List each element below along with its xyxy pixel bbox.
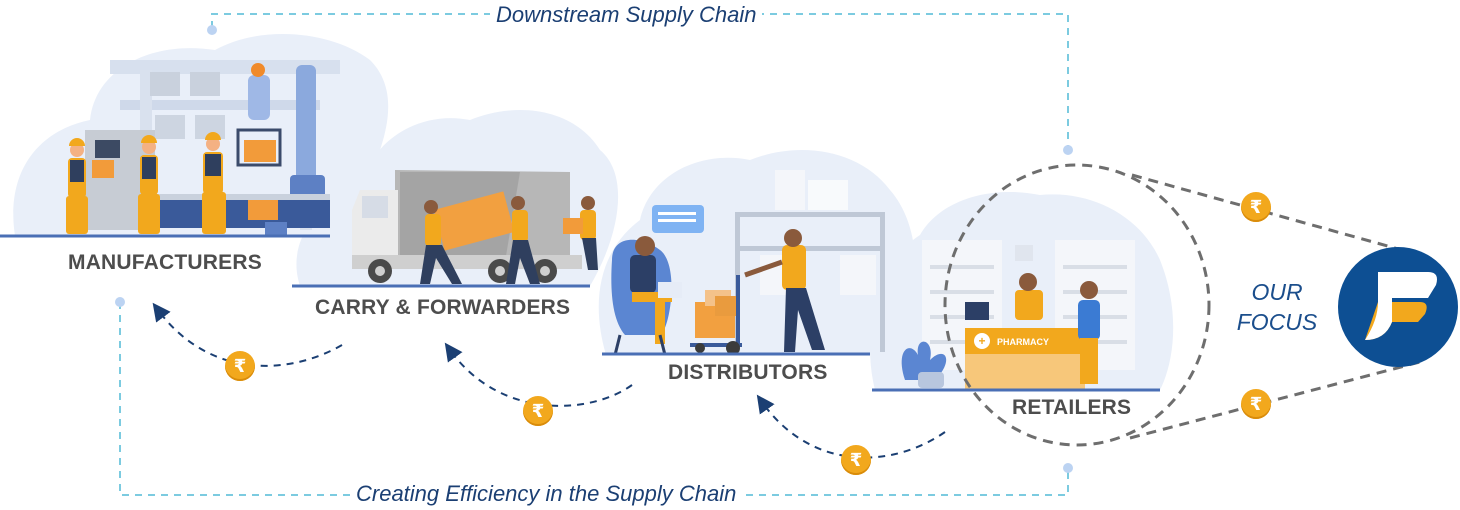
- company-logo-icon: [1338, 247, 1458, 367]
- pharmacy-sign: PHARMACY: [997, 337, 1049, 347]
- rupee-coin-icon: ₹: [225, 351, 255, 381]
- warehouse-illustration: [602, 170, 885, 356]
- our-focus-line2: FOCUS: [1236, 309, 1318, 335]
- downstream-title: Downstream Supply Chain: [490, 2, 763, 28]
- carry-forwarders-label: CARRY & FORWARDERS: [315, 296, 571, 319]
- manufacturers-label: MANUFACTURERS: [68, 251, 262, 274]
- svg-text:+: +: [978, 334, 985, 348]
- efficiency-title: Creating Efficiency in the Supply Chain: [350, 481, 743, 507]
- rupee-coin-icon: ₹: [1241, 389, 1271, 419]
- distributors-label: DISTRIBUTORS: [668, 361, 828, 384]
- focus-highlight: [943, 163, 1421, 447]
- our-focus-label: OUR FOCUS: [1232, 277, 1322, 337]
- factory-illustration: [0, 60, 340, 238]
- rupee-coin-icon: ₹: [1241, 192, 1271, 222]
- retailers-label: RETAILERS: [1012, 396, 1132, 419]
- our-focus-line1: OUR: [1251, 279, 1303, 305]
- rupee-coin-icon: ₹: [523, 396, 553, 426]
- pharmacy-illustration: + PHARMACY: [872, 240, 1160, 392]
- rupee-coin-icon: ₹: [841, 445, 871, 475]
- loop-dots: [115, 25, 1073, 473]
- truck-illustration: [292, 170, 598, 288]
